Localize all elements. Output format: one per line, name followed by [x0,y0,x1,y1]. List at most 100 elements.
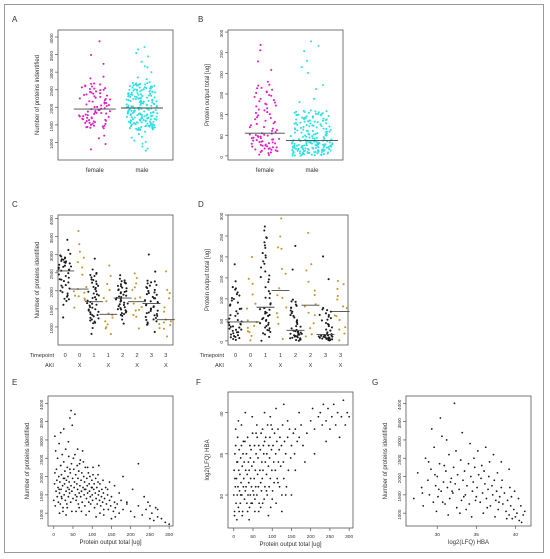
timepoint-label: 2 [294,353,297,359]
scatter-point [56,457,59,460]
scatter-point [84,466,87,469]
strip-point [278,287,281,290]
strip-point [272,122,275,125]
scatter-point [255,424,258,426]
scatter-point [79,495,82,498]
scatter-point [463,470,466,472]
strip-point [142,102,145,105]
strip-point [137,108,141,111]
scatter-point [453,402,456,405]
strip-point [258,140,261,144]
strip-point [301,135,304,139]
strip-point [317,146,320,149]
scatter-point [421,492,424,494]
scatter-point [156,508,159,511]
strip-point [93,95,96,98]
strip-point [290,327,293,330]
strip-point [150,71,153,74]
strip-point [151,125,154,128]
strip-point [261,144,264,147]
scatter-point [83,493,86,496]
strip-point [264,296,267,299]
strip-point [77,230,80,233]
strip-point [91,296,94,300]
strip-point [102,75,105,78]
scatter-point [454,482,457,485]
strip-point [123,306,126,309]
strip-point [96,313,99,317]
strip-point [255,122,258,125]
strip-point [236,319,239,322]
strip-point [131,118,135,121]
strip-point [154,316,157,320]
strip-point [296,319,299,322]
strip-point [120,296,123,299]
strip-point [153,330,156,334]
strip-point [125,98,128,101]
strip-point [144,140,147,143]
strip-point [263,133,266,136]
strip-point [294,147,298,150]
strip-point [311,115,314,118]
strip-point [156,300,159,304]
scatter-point [250,465,253,468]
strip-point [331,142,334,145]
y-tick-label: 3500 [49,51,54,62]
scatter-point [255,432,257,435]
scatter-point [242,452,244,455]
strip-point [246,319,249,322]
strip-point [251,282,254,285]
scatter-point [164,521,167,524]
scatter-point [263,498,266,501]
scatter-point [240,444,243,447]
scatter-point [122,508,124,511]
scatter-point [261,428,264,430]
strip-point [268,313,271,317]
scatter-point [254,485,257,488]
strip-point [140,135,143,138]
strip-point [132,302,135,305]
x-tick-label: 250 [326,534,334,540]
scatter-point [250,502,252,505]
strip-point [233,335,236,338]
row-label-timepoint: Timepoint [200,353,225,359]
strip-point [313,294,316,297]
strip-point [100,104,103,107]
x-tick-label: 100 [88,532,96,538]
strip-point [319,123,322,126]
strip-point [293,154,296,157]
strip-point [322,153,325,156]
strip-point [305,142,308,145]
strip-point [294,244,297,247]
scatter-point [152,519,155,522]
strip-point [90,123,93,126]
panel-label: E [12,378,17,387]
strip-point [327,336,331,339]
strip-point [233,263,236,266]
strip-point [60,278,63,281]
scatter-point [257,444,260,447]
strip-point [138,82,141,85]
scatter-point [110,517,113,520]
y-tick-label: 3500 [49,233,54,244]
x-tick-label: 200 [127,532,135,538]
scatter-point [452,466,455,469]
strip-point [88,121,91,124]
strip-point [131,105,134,108]
strip-point [306,151,309,154]
strip-point [144,149,147,152]
scatter-point [62,461,65,463]
strip-point [99,95,102,98]
scatter-point [106,488,109,491]
strip-point [107,104,110,107]
strip-point [305,140,308,144]
strip-point [145,124,148,127]
strip-point [264,119,267,122]
scatter-point [259,469,261,472]
scatter-point [245,485,247,488]
strip-point [67,298,70,301]
strip-point [274,104,277,107]
y-tick-label: 1500 [49,305,54,316]
timepoint-label: 2 [136,353,139,359]
strip-point [306,147,309,150]
